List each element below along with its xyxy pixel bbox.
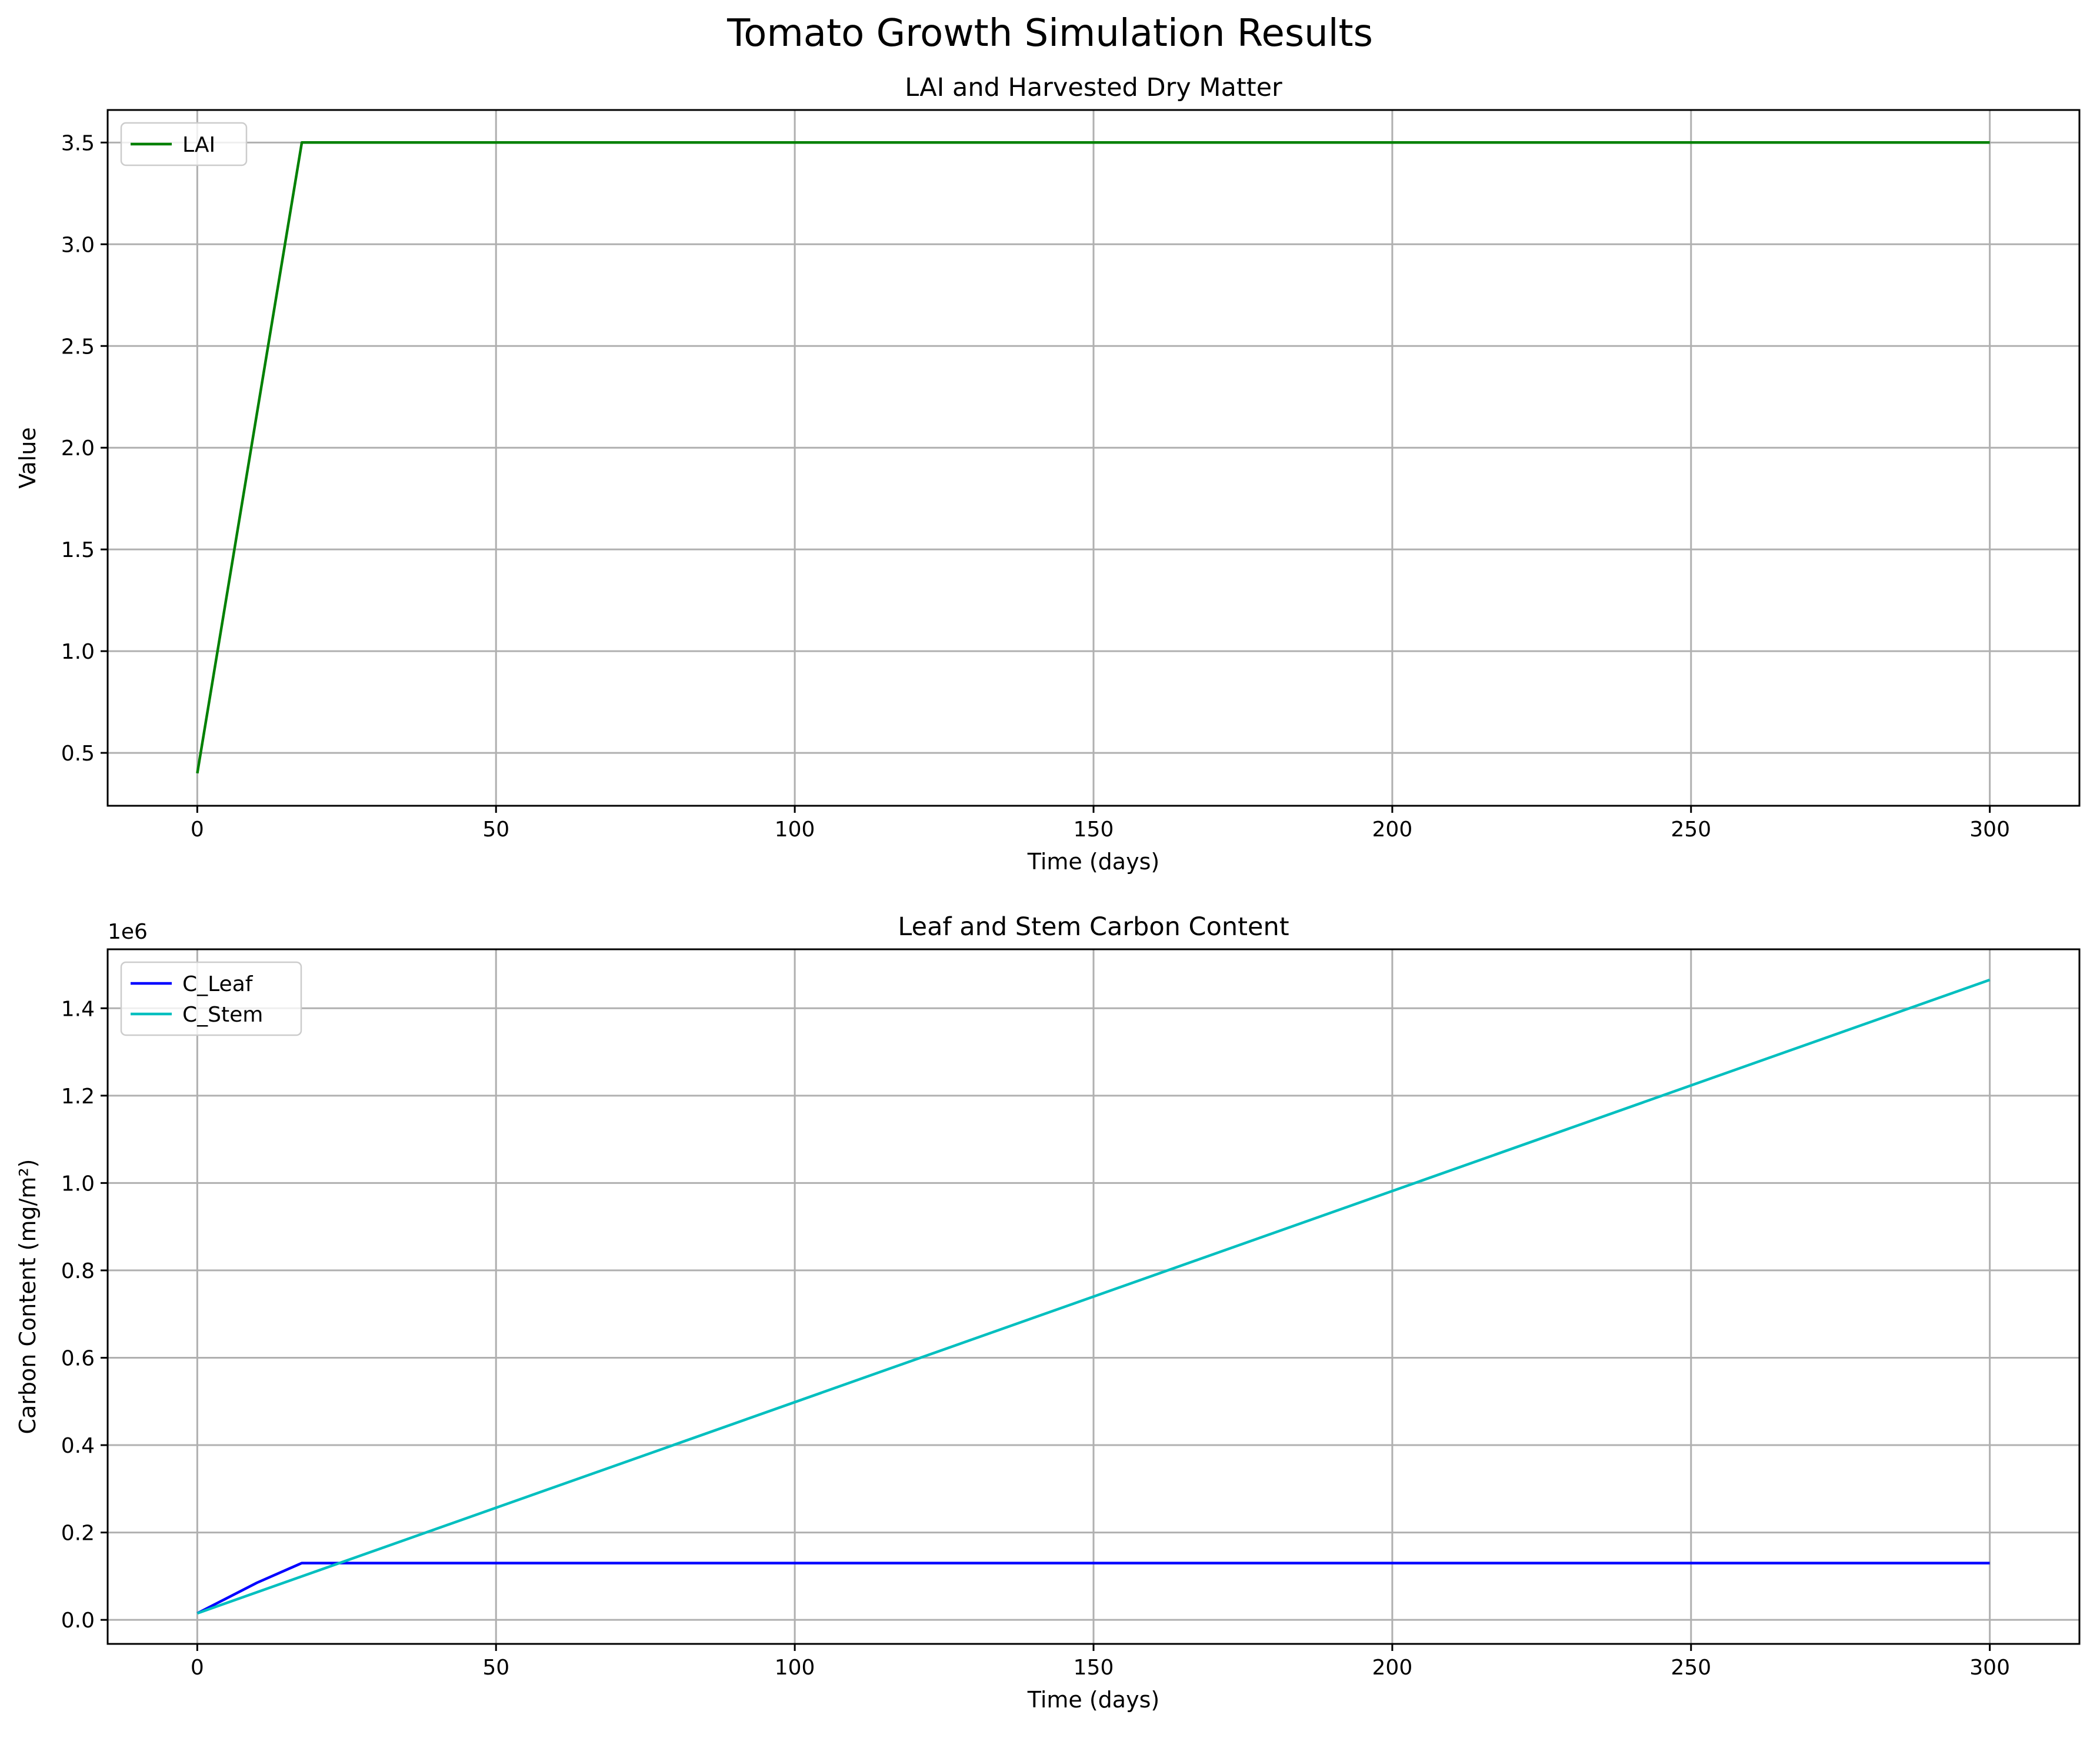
y-tick-label: 3.0 xyxy=(61,233,95,257)
x-tick-label: 0 xyxy=(191,1656,204,1680)
y-tick-label: 1.2 xyxy=(61,1085,95,1109)
legend-box xyxy=(120,122,248,166)
y-tick-label: 0.4 xyxy=(61,1434,95,1458)
legend-label: C_Stem xyxy=(182,1003,263,1027)
y-tick-label: 0.6 xyxy=(61,1346,95,1370)
lai-axes-title: LAI and Harvested Dry Matter xyxy=(905,73,1282,102)
x-tick-label: 200 xyxy=(1372,1656,1413,1680)
x-tick-label: 150 xyxy=(1074,1656,1114,1680)
x-tick-label: 300 xyxy=(1969,818,2010,842)
legend: LAI xyxy=(120,122,248,166)
y-tick-label: 1.0 xyxy=(61,1172,95,1196)
y-tick-label: 1.4 xyxy=(61,997,95,1021)
x-axis-label: Time (days) xyxy=(1027,1687,1159,1713)
y-offset-label: 1e6 xyxy=(108,920,148,944)
legend-label: C_Leaf xyxy=(182,972,254,996)
y-tick-label: 2.5 xyxy=(61,335,95,359)
x-tick-label: 100 xyxy=(775,818,815,842)
series-line-c-leaf xyxy=(196,1562,1990,1615)
x-tick-label: 200 xyxy=(1372,818,1413,842)
legend: C_Leaf C_Stem xyxy=(120,961,302,1036)
y-tick-label: 2.0 xyxy=(61,436,95,461)
x-tick-label: 150 xyxy=(1074,818,1114,842)
x-tick-label: 50 xyxy=(482,1656,509,1680)
x-axis-label: Time (days) xyxy=(1027,849,1159,875)
carbon-subplot: 0 50 100 150 200 250 300 0.0 0.2 0.4 0.6 0.8 1.0 1.2 1… xyxy=(15,912,2081,1713)
series-line-c-stem xyxy=(196,978,1991,1615)
y-axis-label: Value xyxy=(15,427,41,488)
figure-title: Tomato Growth Simulation Results xyxy=(726,12,1373,55)
y-tick-label: 0.2 xyxy=(61,1522,95,1546)
legend-label: LAI xyxy=(182,133,215,157)
y-tick-label: 1.5 xyxy=(61,538,95,562)
lai-subplot: 0 50 100 150 200 250 300 0.5 1.0 1.5 2.0 2.5 3.0 3.5 L… xyxy=(15,73,2081,875)
y-tick-label: 1.0 xyxy=(61,640,95,664)
y-tick-label: 3.5 xyxy=(61,131,95,155)
y-tick-label: 0.0 xyxy=(61,1609,95,1633)
x-tick-label: 300 xyxy=(1969,1656,2010,1680)
y-tick-label: 0.8 xyxy=(61,1259,95,1283)
x-tick-label: 0 xyxy=(191,818,204,842)
x-tick-label: 250 xyxy=(1671,818,1711,842)
y-tick-label: 0.5 xyxy=(61,742,95,766)
y-axis-label: Carbon Content (mg/m²) xyxy=(15,1159,41,1434)
x-tick-label: 50 xyxy=(482,818,509,842)
legend-box xyxy=(120,961,302,1036)
carbon-axes-title: Leaf and Stem Carbon Content xyxy=(898,912,1289,942)
series-line-lai xyxy=(196,141,1990,774)
x-tick-label: 250 xyxy=(1671,1656,1711,1680)
x-tick-label: 100 xyxy=(775,1656,815,1680)
